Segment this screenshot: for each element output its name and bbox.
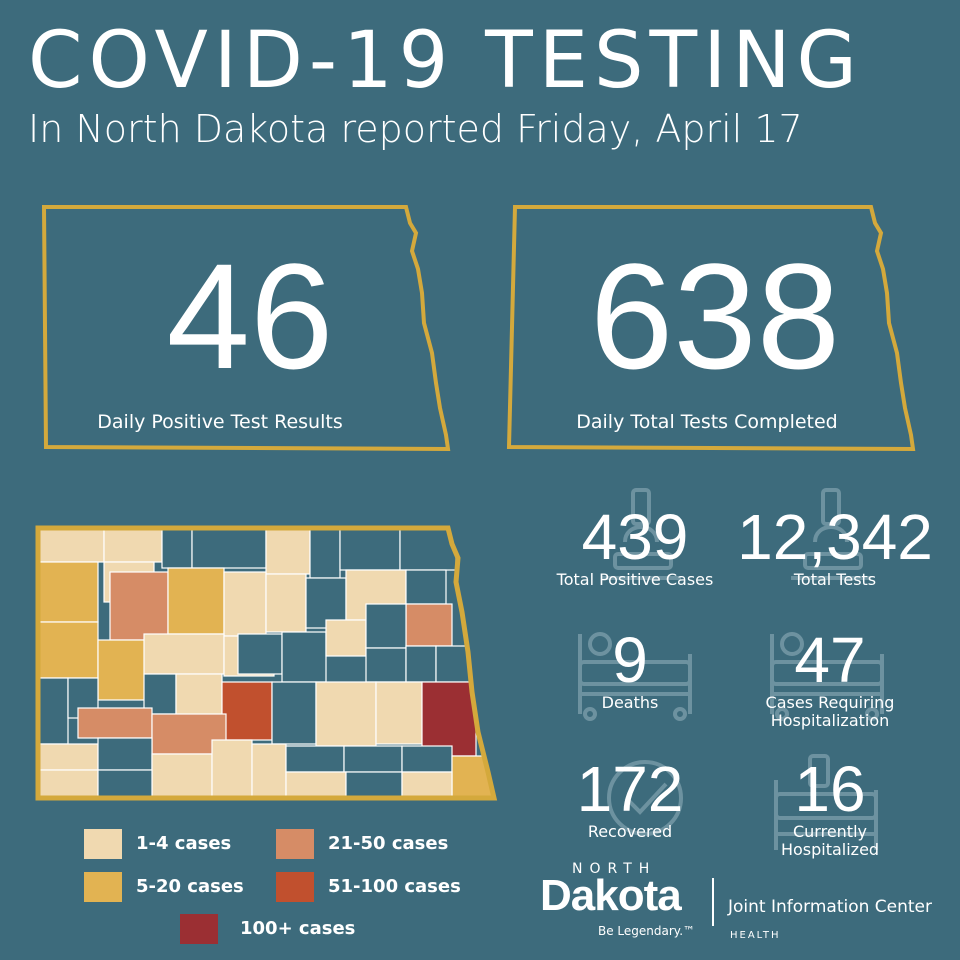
county-map [35,525,498,801]
microscope-icon [791,488,871,580]
legend-swatch-5-20 [84,872,122,902]
nd-outline-icon [506,205,916,452]
deaths-value: 9 [612,624,648,696]
brand-tagline: Be Legendary.™ [598,924,696,938]
deaths-stat: 9 Deaths [570,628,690,712]
brand-dakota-logo: Dakota [540,871,682,920]
hospitalization-value: 47 [794,624,866,696]
hospitalized-value: 16 [794,753,866,825]
deaths-label: Deaths [601,693,659,712]
legend-label-1-4: 1-4 cases [136,833,232,854]
daily-positive-card: 46 Daily Positive Test Results [40,203,460,453]
total-tests-value: 12,342 [737,501,933,573]
total-positive-value: 439 [581,501,689,573]
hospitalized-label-line1: Currently [792,822,867,841]
legend-swatch-100-plus [180,914,218,944]
legend-label-100-plus: 100+ cases [240,918,356,939]
hospital-bed-icon [774,754,878,850]
legend-label-5-20: 5-20 cases [136,876,244,897]
legend-swatch-51-100 [276,872,314,902]
daily-total-value: 638 [589,232,841,400]
recovered-value: 172 [576,753,684,825]
joint-information-center: Joint Information Center [728,897,933,917]
hospitalization-label-line1: Cases Requiring [765,693,895,712]
recovered-label: Recovered [587,822,673,841]
brand-health: HEALTH [730,930,781,941]
hospitalization-stat: 47 Cases Requiring Hospitalization [740,628,920,731]
recovery-icon [607,760,683,836]
total-tests-label: Total Tests [793,570,877,589]
page-subtitle: In North Dakota reported Friday, April 1… [28,107,803,151]
hospital-bed-icon [770,632,884,721]
total-tests-stat: 12,342 Total Tests [722,505,948,589]
total-positive-stat: 439 Total Positive Cases [540,505,730,589]
brand-north: NORTH [572,861,657,877]
legend-swatch-21-50 [276,829,314,859]
daily-positive-label: Daily Positive Test Results [97,411,343,433]
legend-swatch-1-4 [84,829,122,859]
daily-positive-value: 46 [166,232,334,400]
total-positive-label: Total Positive Cases [556,570,714,589]
page-title: COVID-19 TESTING [28,16,863,106]
legend-label-51-100: 51-100 cases [328,876,461,897]
hospitalized-stat: 16 Currently Hospitalized [760,757,900,860]
nd-outline-icon [41,205,451,452]
daily-total-card: 638 Daily Total Tests Completed [505,203,925,453]
hospital-bed-icon [578,632,692,721]
microscope-icon [601,488,681,580]
hospitalization-label-line2: Hospitalization [770,711,890,731]
recovered-stat: 172 Recovered [565,757,695,841]
hospitalized-label-line2: Hospitalized [780,840,880,860]
daily-total-label: Daily Total Tests Completed [576,411,838,433]
brand-divider [712,878,714,926]
legend-label-21-50: 21-50 cases [328,833,449,854]
